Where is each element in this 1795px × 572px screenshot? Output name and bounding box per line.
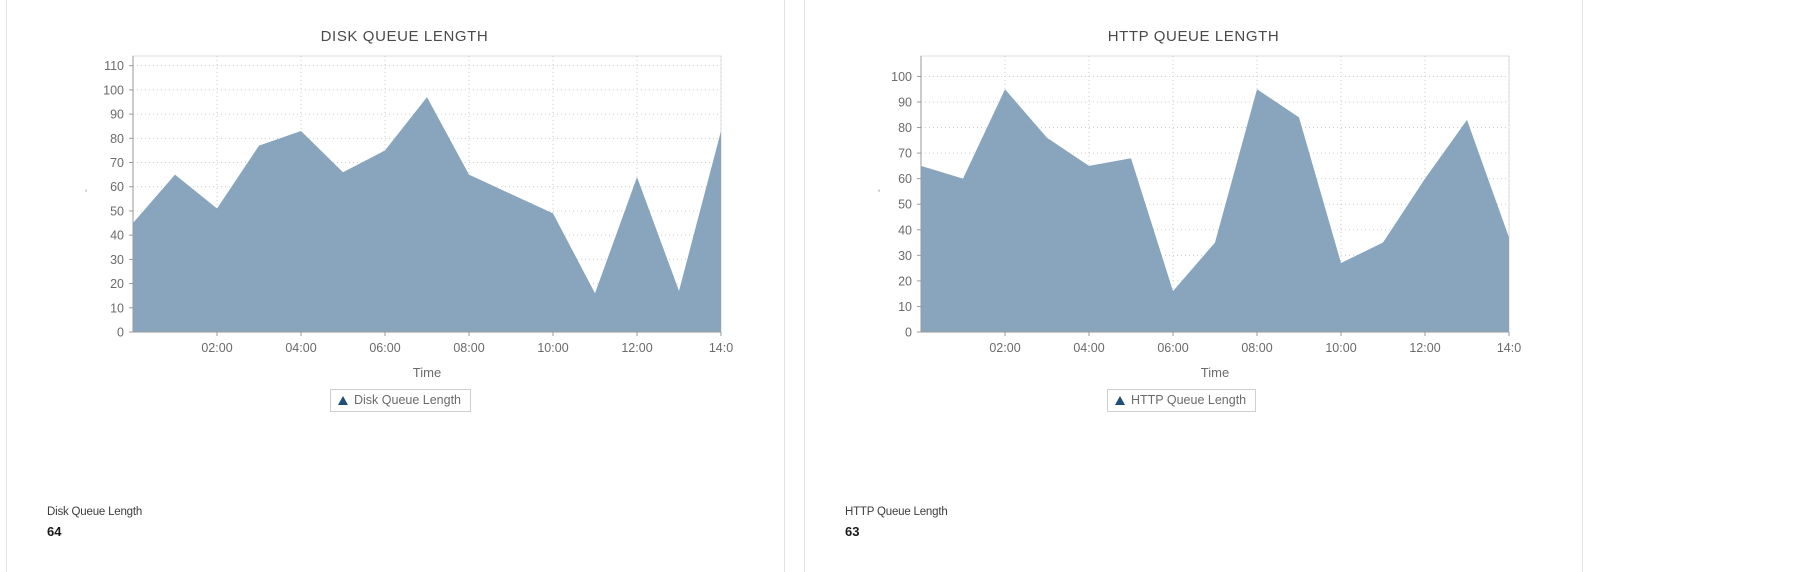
- svg-text:50: 50: [110, 204, 124, 218]
- panel-http-queue-length: HTTP QUEUE LENGTH ' 0 10 20 30 40 50 60 70 80 90 1…: [804, 0, 1583, 572]
- panel-disk-queue-length: DISK QUEUE LENGTH ' 0 10 20 30 40 50 60 70 80 90 1…: [6, 0, 785, 572]
- svg-text:40: 40: [898, 223, 912, 237]
- svg-text:0: 0: [905, 326, 912, 340]
- legend-label-http: HTTP Queue Length: [1131, 393, 1247, 407]
- svg-text:70: 70: [110, 156, 124, 170]
- svg-text:110: 110: [104, 59, 124, 73]
- svg-text:100: 100: [103, 83, 124, 97]
- chart-title-http: HTTP QUEUE LENGTH: [1107, 28, 1280, 45]
- svg-text:12:00: 12:00: [1409, 341, 1440, 354]
- legend-disk[interactable]: Disk Queue Length: [330, 389, 472, 412]
- footer-disk: Disk Queue Length 64: [47, 504, 142, 542]
- svg-text:02:00: 02:00: [201, 341, 232, 354]
- svg-text:14:0: 14:0: [709, 341, 733, 354]
- svg-text:10: 10: [110, 301, 124, 315]
- svg-text:08:00: 08:00: [1241, 341, 1272, 354]
- svg-text:100: 100: [891, 70, 912, 84]
- chart-title-disk: DISK QUEUE LENGTH: [320, 28, 489, 45]
- svg-text:04:00: 04:00: [1073, 341, 1104, 354]
- x-axis-title-http: Time: [1200, 365, 1230, 380]
- svg-text:90: 90: [110, 108, 124, 122]
- legend-label-disk: Disk Queue Length: [354, 393, 462, 407]
- panel-gap: [785, 0, 804, 572]
- svg-text:80: 80: [898, 121, 912, 135]
- footer-http: HTTP Queue Length 63: [845, 504, 948, 542]
- svg-text:20: 20: [110, 277, 124, 291]
- svg-text:60: 60: [898, 172, 912, 186]
- svg-text:80: 80: [110, 132, 124, 146]
- chart-area-disk[interactable]: 0 10 20 30 40 50 60 70 80 90 100 110 02:00 04:00 06:00…: [7, 44, 786, 354]
- x-axis-title-disk: Time: [412, 365, 442, 380]
- stray-tick-left: ': [85, 188, 88, 200]
- svg-text:40: 40: [110, 229, 124, 243]
- footer-label-http: HTTP Queue Length: [845, 506, 948, 519]
- svg-text:04:00: 04:00: [285, 341, 316, 354]
- svg-text:14:0: 14:0: [1497, 341, 1521, 354]
- stray-tick-right: ': [878, 188, 881, 200]
- svg-text:06:00: 06:00: [1157, 341, 1188, 354]
- footer-value-http: 63: [845, 524, 860, 540]
- svg-text:10:00: 10:00: [537, 341, 568, 354]
- svg-text:60: 60: [110, 180, 124, 194]
- svg-text:12:00: 12:00: [621, 341, 652, 354]
- svg-text:90: 90: [898, 96, 912, 110]
- svg-text:08:00: 08:00: [453, 341, 484, 354]
- svg-text:20: 20: [898, 274, 912, 288]
- footer-label-disk: Disk Queue Length: [47, 506, 143, 519]
- svg-text:0: 0: [117, 326, 124, 340]
- svg-text:30: 30: [110, 253, 124, 267]
- svg-text:30: 30: [898, 249, 912, 263]
- legend-http[interactable]: HTTP Queue Length: [1107, 389, 1257, 412]
- svg-text:10: 10: [898, 300, 912, 314]
- svg-text:50: 50: [898, 198, 912, 212]
- svg-text:10:00: 10:00: [1325, 341, 1356, 354]
- chart-area-http[interactable]: 0 10 20 30 40 50 60 70 80 90 100 02:00 04:00 06:00 08:…: [805, 44, 1584, 354]
- svg-text:02:00: 02:00: [989, 341, 1020, 354]
- legend-triangle-icon: [1115, 395, 1125, 405]
- legend-triangle-icon: [338, 395, 348, 405]
- svg-text:06:00: 06:00: [369, 341, 400, 354]
- footer-value-disk: 64: [47, 524, 62, 540]
- svg-text:70: 70: [898, 147, 912, 161]
